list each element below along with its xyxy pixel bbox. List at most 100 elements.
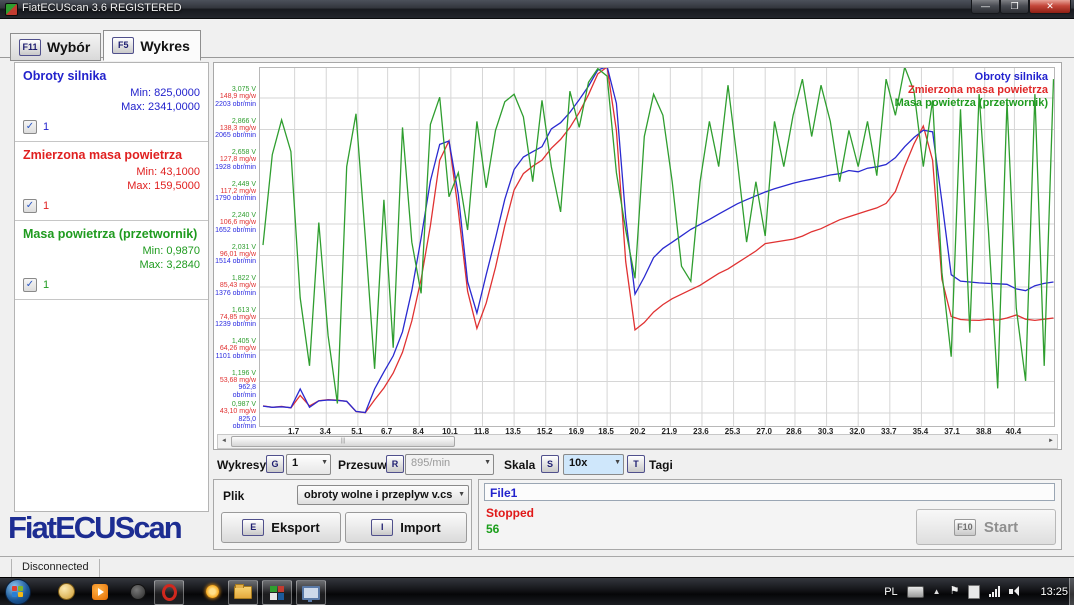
signal-min-value: Min: 825,0000	[130, 87, 200, 99]
tab-wykres[interactable]: F5 Wykres	[103, 30, 201, 61]
scrollbar-thumb[interactable]: |||	[231, 436, 455, 447]
r-keycap[interactable]: R	[386, 455, 404, 473]
show-hidden-icons-chevron[interactable]: ▲	[932, 587, 941, 596]
taskbar-sun-icon[interactable]	[198, 580, 226, 603]
show-desktop-button[interactable]	[1069, 578, 1074, 605]
y-axis-labels: 3,075 V 148,9 mg/w 2203 obr/min 2,866 V 138,…	[214, 63, 258, 449]
x-tick-label: 21,9	[661, 427, 678, 436]
signal-minmax: Min: 0,9870 Max: 3,2840	[23, 244, 200, 272]
x-tick-label: 15,2	[536, 427, 553, 436]
taskbar-mediaplayer-icon[interactable]	[86, 580, 114, 603]
taskbar-explorer-icon[interactable]	[228, 580, 258, 605]
signal-checkbox-row: ✓ 1	[23, 278, 200, 292]
taskbar-clock-app-icon[interactable]	[52, 580, 80, 603]
x-tick-label: 37,1	[944, 427, 960, 436]
action-center-flag-icon[interactable]: ⚑	[949, 585, 960, 597]
t-keycap[interactable]: T	[627, 455, 645, 473]
eksport-button[interactable]: E Eksport	[221, 512, 341, 543]
file-dropdown-value: obroty wolne i przeplyw v.cs	[304, 489, 453, 501]
y-label-mgw: 148,9 mg/w	[219, 93, 256, 101]
y-label-volts: 2,866 V	[231, 117, 256, 125]
scroll-right-arrow[interactable]: ►	[1048, 438, 1054, 444]
x-tick-label: 10,1	[442, 427, 458, 436]
speaker-icon[interactable]	[1009, 586, 1021, 597]
clock[interactable]: 13:25	[1040, 585, 1068, 598]
plik-label: Plik	[223, 489, 245, 503]
y-label-mgw: 85,43 mg/w	[219, 282, 256, 290]
minimize-button[interactable]: —	[971, 0, 1000, 14]
signal-name: Masa powietrza (przetwornik)	[23, 227, 198, 241]
y-label-volts: 1,196 V	[231, 369, 256, 377]
tab-wykres-label: Wykres	[140, 37, 190, 54]
signal-block-2: Masa powietrza (przetwornik) Min: 0,9870 M…	[15, 221, 208, 300]
chart-horizontal-scrollbar[interactable]: ◄ ||| ►	[217, 434, 1058, 449]
s-keycap[interactable]: S	[541, 455, 559, 473]
file-name-field[interactable]: File1	[484, 483, 1055, 501]
sample-count: 56	[486, 522, 500, 536]
signal-panel: Obroty silnika Min: 825,0000 Max: 2341,000…	[14, 62, 209, 512]
przesuw-label: Przesuw	[338, 458, 387, 472]
network-signal-icon[interactable]	[989, 586, 1001, 597]
window-titlebar: FiatECUScan 3.6 REGISTERED — ❐ ✕	[0, 0, 1074, 19]
keyboard-icon[interactable]	[906, 585, 924, 598]
x-tick-label: 23,6	[693, 427, 709, 436]
scroll-left-arrow[interactable]: ◄	[221, 438, 227, 444]
close-button[interactable]: ✕	[1029, 0, 1071, 14]
signal-block-0: Obroty silnika Min: 825,0000 Max: 2341,000…	[15, 63, 208, 142]
series-line	[262, 68, 1054, 404]
tagi-label: Tagi	[649, 458, 673, 472]
window-controls: — ❐ ✕	[971, 0, 1071, 14]
y-axis-group-5: 2,031 V 96,01 mg/w 1514 obr/min	[214, 244, 256, 266]
g-keycap[interactable]: G	[266, 455, 284, 473]
taskbar: PL ▲ ⚑ 13:25	[0, 577, 1074, 605]
skala-dropdown[interactable]: 10x ▼	[563, 454, 624, 475]
taskbar-opera-icon[interactable]	[154, 580, 184, 605]
start-button-orb[interactable]	[5, 579, 31, 605]
taskbar-fiatecuscan-icon[interactable]	[262, 580, 292, 605]
x-tick-label: 8,4	[412, 427, 424, 436]
y-label-mgw: 96,01 mg/w	[219, 250, 256, 258]
y-label-rpm: 1239 obr/min	[215, 321, 256, 329]
wykresy-label: Wykresy	[217, 458, 267, 472]
file-box: Plik obroty wolne i przeplyw v.cs ▼ E Ek…	[213, 479, 472, 550]
taskbar-camera-icon[interactable]	[124, 580, 152, 603]
record-status-box: File1 Stopped 56 F10 Start	[478, 479, 1062, 550]
fiatecuscan-logo: FiatECUScan	[8, 510, 183, 545]
wykresy-dropdown[interactable]: 1 ▼	[286, 454, 331, 475]
x-tick-label: 35,4	[912, 427, 929, 436]
y-label-volts: 1,822 V	[231, 275, 256, 282]
language-indicator[interactable]: PL	[884, 585, 898, 598]
y-label-rpm: 1928 obr/min	[215, 163, 256, 171]
import-button[interactable]: I Import	[345, 512, 467, 543]
tab-wybor-label: Wybór	[47, 39, 91, 55]
y-axis-group-7: 1,613 V 74,85 mg/w 1239 obr/min	[214, 307, 256, 329]
app-icon	[5, 3, 18, 16]
maximize-button[interactable]: ❐	[1000, 0, 1029, 14]
y-axis-group-9: 1,196 V 53,68 mg/w 962,8 obr/min	[214, 370, 256, 400]
signal-block-1: Zmierzona masa powietrza Min: 43,1000 Max:…	[15, 142, 208, 221]
y-label-mgw: 117,2 mg/w	[220, 187, 256, 195]
connection-status: Disconnected	[11, 559, 100, 578]
signal-checkbox-label: 1	[43, 279, 50, 291]
notes-tray-icon[interactable]	[968, 584, 981, 599]
file-dropdown[interactable]: obroty wolne i przeplyw v.cs ▼	[297, 485, 469, 505]
chart-plot[interactable]: Obroty silnika Zmierzona masa powietrza Ma…	[259, 67, 1055, 427]
chart-legend: Obroty silnika Zmierzona masa powietrza Ma…	[895, 71, 1048, 110]
series-line	[262, 68, 1054, 414]
signal-checkbox[interactable]: ✓	[23, 199, 37, 213]
y-label-mgw: 43,10 mg/w	[219, 408, 256, 416]
signal-checkbox[interactable]: ✓	[23, 278, 37, 292]
przesuw-dropdown[interactable]: 895/min ▼	[405, 454, 494, 475]
chevron-down-icon: ▼	[321, 459, 328, 466]
y-label-volts: 2,031 V	[231, 243, 256, 251]
x-tick-label: 28,6	[786, 427, 802, 436]
taskbar-monitor-app-icon[interactable]	[296, 580, 326, 605]
x-tick-label: 32,0	[849, 427, 865, 436]
f10-keycap: F10	[953, 518, 976, 536]
tab-wybor[interactable]: F11 Wybór	[10, 33, 102, 61]
start-button[interactable]: F10 Start	[916, 509, 1056, 545]
signal-checkbox[interactable]: ✓	[23, 120, 37, 134]
x-tick-label: 13,5	[505, 427, 521, 436]
signal-checkbox-label: 1	[43, 121, 50, 133]
